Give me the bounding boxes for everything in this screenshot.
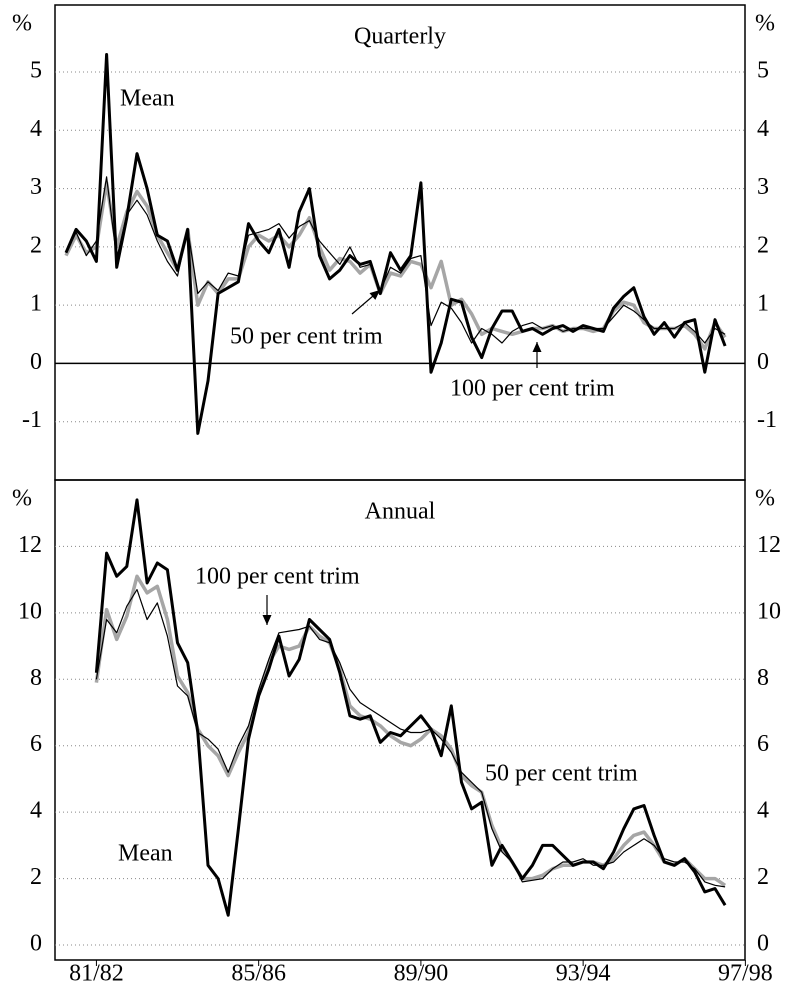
arrow-head	[369, 290, 380, 300]
y-tick-label: 6	[30, 731, 42, 757]
y2-tick-label: 6	[757, 731, 769, 757]
y2-tick-label: -1	[757, 407, 777, 433]
x-tick-label: 93/94	[556, 961, 611, 985]
series-line	[64, 53, 727, 435]
series-label: 100 per cent trim	[195, 564, 360, 590]
y-tick-label: 0	[30, 349, 42, 375]
series-line	[65, 176, 726, 344]
x-tick-label: 81/82	[69, 961, 124, 985]
series-line	[94, 498, 727, 917]
x-tick-label: 89/90	[394, 961, 449, 985]
y-tick-label: 0	[30, 931, 42, 957]
arrow-head	[532, 342, 542, 352]
y-tick-label: 2	[30, 864, 42, 890]
y2-tick-label: 0	[757, 931, 769, 957]
y2-tick-label: 2	[757, 232, 769, 258]
y2-axis-label: %	[755, 486, 775, 512]
series-label: Mean	[120, 86, 175, 112]
panel-title: Annual	[365, 499, 436, 525]
arrow-head	[262, 615, 272, 625]
y2-tick-label: 4	[757, 116, 769, 142]
y-tick-label: -1	[22, 407, 42, 433]
series-label: 100 per cent trim	[450, 376, 615, 402]
y-tick-label: 8	[30, 665, 42, 691]
y-tick-label: 12	[18, 532, 42, 558]
y-tick-label: 5	[30, 58, 42, 84]
y2-axis-label: %	[755, 11, 775, 37]
y-tick-label: 2	[30, 232, 42, 258]
y2-tick-label: 2	[757, 864, 769, 890]
series-label: Mean	[118, 841, 173, 867]
x-tick-label: 85/86	[231, 961, 286, 985]
series-line	[94, 574, 727, 887]
y2-tick-label: 5	[757, 58, 769, 84]
series-label: 50 per cent trim	[230, 324, 383, 350]
y2-tick-label: 10	[757, 598, 781, 624]
y-tick-label: 3	[30, 174, 42, 200]
y2-tick-label: 0	[757, 349, 769, 375]
y2-tick-label: 12	[757, 532, 781, 558]
y2-tick-label: 3	[757, 174, 769, 200]
y2-tick-label: 8	[757, 665, 769, 691]
series-line	[95, 589, 726, 888]
series-line	[64, 181, 727, 351]
y-tick-label: 10	[18, 598, 42, 624]
y-axis-label: %	[12, 11, 32, 37]
y-tick-label: 1	[30, 291, 42, 317]
y2-tick-label: 4	[757, 798, 769, 824]
y2-tick-label: 1	[757, 291, 769, 317]
plot-frame	[54, 479, 746, 961]
series-label: 50 per cent trim	[485, 761, 638, 787]
y-axis-label: %	[12, 486, 32, 512]
x-tick-label: 97/98	[718, 961, 773, 985]
y-tick-label: 4	[30, 798, 42, 824]
y-tick-label: 4	[30, 116, 42, 142]
panel-title: Quarterly	[354, 24, 446, 50]
